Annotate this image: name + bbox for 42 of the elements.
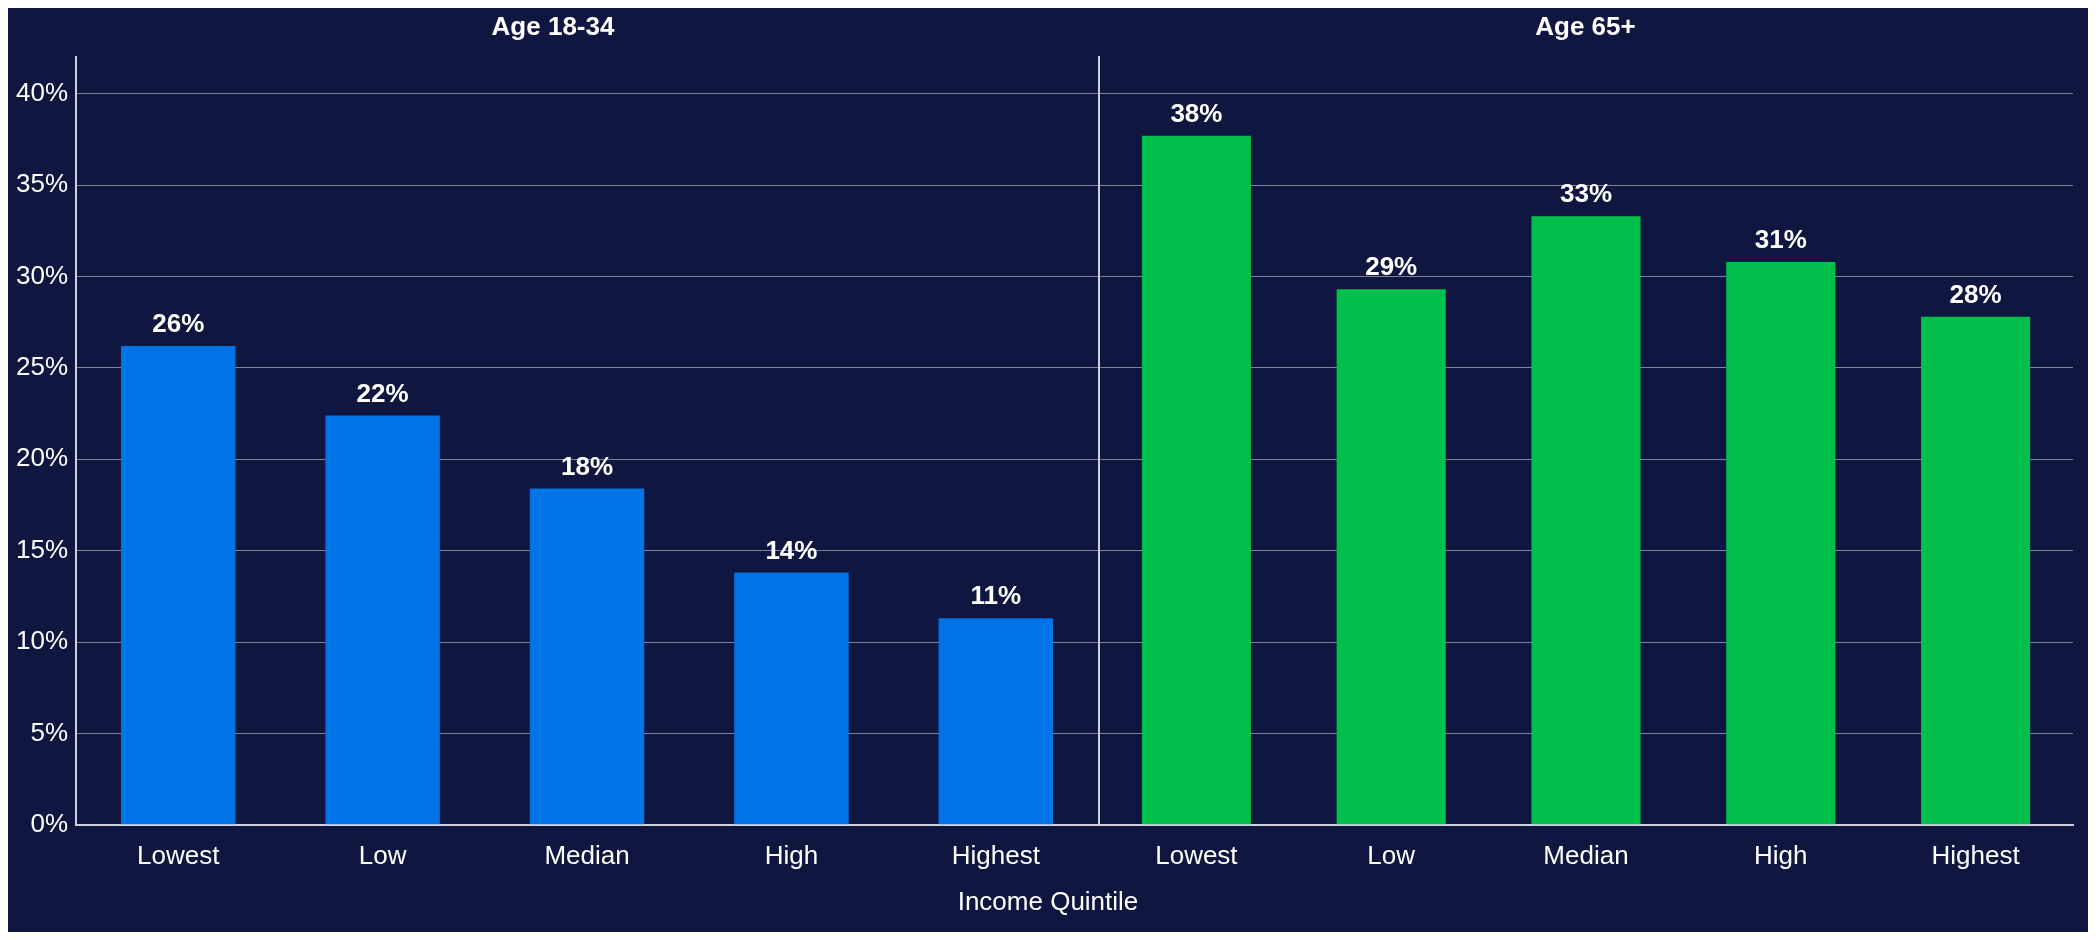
x-axis-title: Income Quintile bbox=[956, 885, 1140, 917]
data-label: 33% bbox=[1559, 178, 1613, 209]
y-tick-label: 5% bbox=[30, 716, 69, 747]
data-label: 11% bbox=[970, 580, 1022, 611]
x-tick-label: Median bbox=[544, 839, 630, 870]
data-label: 18% bbox=[561, 450, 614, 481]
data-label: 38% bbox=[1170, 97, 1223, 128]
bar bbox=[1336, 289, 1446, 825]
bar bbox=[1531, 216, 1641, 825]
x-tick-label: Lowest bbox=[137, 839, 221, 870]
x-tick-label: Low bbox=[1367, 839, 1416, 870]
bar bbox=[734, 572, 849, 825]
y-tick-label: 30% bbox=[15, 259, 69, 290]
bar bbox=[1141, 135, 1251, 825]
bar bbox=[938, 618, 1054, 825]
bar bbox=[121, 345, 236, 825]
data-label: 26% bbox=[152, 308, 205, 339]
data-label: 31% bbox=[1754, 224, 1807, 255]
data-label: 14% bbox=[765, 534, 818, 565]
chart-title: Age 65+ bbox=[1535, 10, 1636, 41]
y-tick-label: 0% bbox=[30, 807, 69, 838]
x-tick-label: Median bbox=[1543, 839, 1629, 870]
bar bbox=[529, 488, 645, 825]
bar bbox=[325, 415, 440, 825]
x-tick-label: Highest bbox=[1931, 839, 2021, 870]
x-tick-label: High bbox=[1754, 839, 1808, 870]
bar bbox=[1726, 261, 1836, 825]
y-tick-label: 35% bbox=[15, 168, 69, 199]
bar bbox=[1921, 316, 2031, 825]
chart-title: Age 18-34 bbox=[491, 10, 615, 41]
y-tick-label: 20% bbox=[15, 442, 69, 473]
x-tick-label: Low bbox=[358, 839, 407, 870]
data-label: 29% bbox=[1365, 251, 1418, 282]
x-tick-label: Lowest bbox=[1155, 839, 1239, 870]
x-tick-label: Highest bbox=[951, 839, 1041, 870]
y-tick-label: 10% bbox=[15, 625, 69, 656]
data-label: 28% bbox=[1949, 278, 2002, 309]
y-tick-label: 40% bbox=[15, 76, 69, 107]
data-label: 22% bbox=[356, 377, 409, 408]
x-tick-label: High bbox=[764, 839, 819, 870]
y-tick-label: 15% bbox=[15, 533, 69, 564]
y-tick-label: 25% bbox=[15, 351, 69, 382]
